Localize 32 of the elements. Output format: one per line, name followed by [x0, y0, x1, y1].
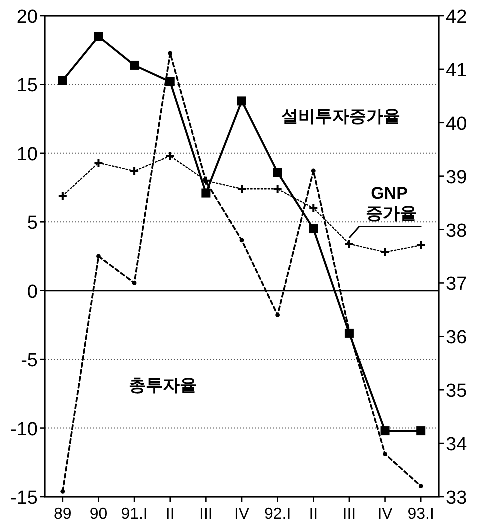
x-tick-label: IV	[378, 506, 394, 523]
y2-tick-label: 36	[446, 328, 468, 349]
y-tick-label: 10	[16, 144, 38, 166]
x-tick-label: 91.I	[121, 506, 148, 523]
y-tick-label: -15	[10, 488, 38, 509]
y2-tick-label: 35	[446, 381, 468, 402]
y2-tick-label: 33	[446, 488, 468, 509]
series-label: 설비투자증가율	[281, 106, 400, 126]
y-tick-label: 5	[27, 213, 38, 234]
y2-tick-label: 34	[446, 434, 468, 456]
text: 총투자율	[129, 376, 198, 396]
x-tick-label: 93.I	[408, 506, 434, 523]
y-tick-label: -5	[21, 350, 38, 372]
y-tick-label: 15	[16, 76, 38, 97]
x-tick-label: II	[309, 506, 318, 523]
y2-tick-label: 40	[446, 114, 468, 135]
y-tick-label: -10	[10, 419, 38, 440]
x-tick-label: IV	[234, 506, 250, 523]
x-tick-label: 89	[54, 506, 72, 523]
y-tick-label: 0	[27, 282, 38, 303]
y2-tick-label: 41	[446, 60, 468, 82]
x-tick-label: III	[200, 506, 213, 523]
x-tick-label: II	[166, 506, 175, 523]
x-tick-label: III	[342, 506, 356, 523]
x-tick-label: 92.I	[264, 506, 292, 523]
x-tick-label: 90	[90, 506, 108, 523]
y2-tick-label: 42	[446, 7, 468, 28]
y2-tick-label: 39	[446, 167, 468, 188]
y-tick-label: 20	[16, 7, 38, 28]
y2-tick-label: 38	[446, 220, 468, 242]
y2-tick-label: 37	[446, 274, 468, 296]
series-label: GNP 증가율	[366, 184, 418, 223]
